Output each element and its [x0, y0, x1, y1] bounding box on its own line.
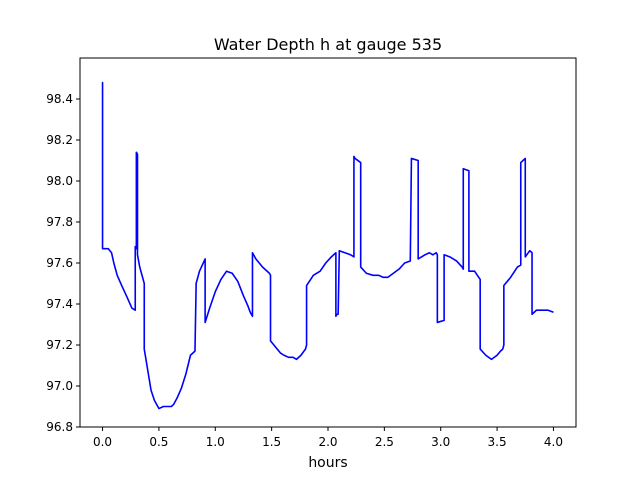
x-tick-label: 2.5: [375, 435, 394, 449]
series-line-0: [101, 81, 554, 410]
x-tick-label: 4.0: [544, 435, 563, 449]
y-tick-label: 97.2: [46, 338, 73, 352]
x-tick-label: 2.0: [318, 435, 337, 449]
series-layer: [101, 81, 554, 410]
y-tick-label: 98.4: [46, 92, 73, 106]
x-axis-label: hours: [308, 455, 347, 471]
y-tick-label: 98.0: [46, 174, 73, 188]
x-tick-label: 0.0: [93, 435, 112, 449]
x-tick-label: 1.0: [206, 435, 225, 449]
x-axis: 0.0 0.5 1.0 1.5 2.0 2.5 3.0 3.5 4.0: [93, 427, 563, 449]
y-tick-label: 96.8: [46, 420, 73, 434]
y-tick-label: 97.4: [46, 297, 73, 311]
y-tick-label: 98.2: [46, 133, 73, 147]
y-tick-label: 97.6: [46, 256, 73, 270]
x-tick-label: 3.0: [431, 435, 450, 449]
x-tick-label: 0.5: [149, 435, 168, 449]
chart-title: Water Depth h at gauge 535: [214, 35, 442, 54]
y-axis: 96.8 97.0 97.2 97.4 97.6 97.8 98.0 98.2 98.4: [46, 92, 80, 434]
x-tick-label: 1.5: [262, 435, 281, 449]
y-tick-label: 97.8: [46, 215, 73, 229]
y-tick-label: 97.0: [46, 379, 73, 393]
x-tick-label: 3.5: [488, 435, 507, 449]
